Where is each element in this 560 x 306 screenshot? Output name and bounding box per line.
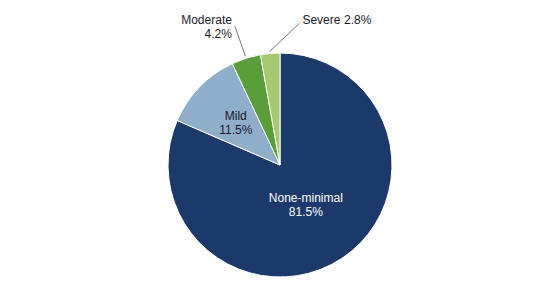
slice-label: Moderate4.2% <box>181 13 232 41</box>
pie-slice <box>168 53 392 277</box>
pie-slice <box>260 53 280 165</box>
category-label: Severe <box>302 13 340 27</box>
leader-line <box>270 23 299 51</box>
value-label: 4.2% <box>205 27 233 41</box>
category-label: Mild <box>225 109 247 123</box>
labels: None-minimal81.5% Mild11.5% Moderate4.2% Se… <box>181 13 372 220</box>
value-label: 81.5% <box>289 205 323 219</box>
category-label: None-minimal <box>269 191 343 205</box>
category-label: Moderate <box>181 13 232 27</box>
slice-label: Mild11.5% <box>219 109 252 137</box>
slice-label: None-minimal81.5% <box>269 191 343 219</box>
slice-label: Severe 2.8% <box>302 13 371 27</box>
value-label: 2.8% <box>344 13 372 27</box>
pie <box>168 53 392 277</box>
value-label: 11.5% <box>219 123 252 137</box>
leader-line <box>235 26 246 56</box>
chart: None-minimal81.5% Mild11.5% Moderate4.2% Se… <box>0 0 560 306</box>
